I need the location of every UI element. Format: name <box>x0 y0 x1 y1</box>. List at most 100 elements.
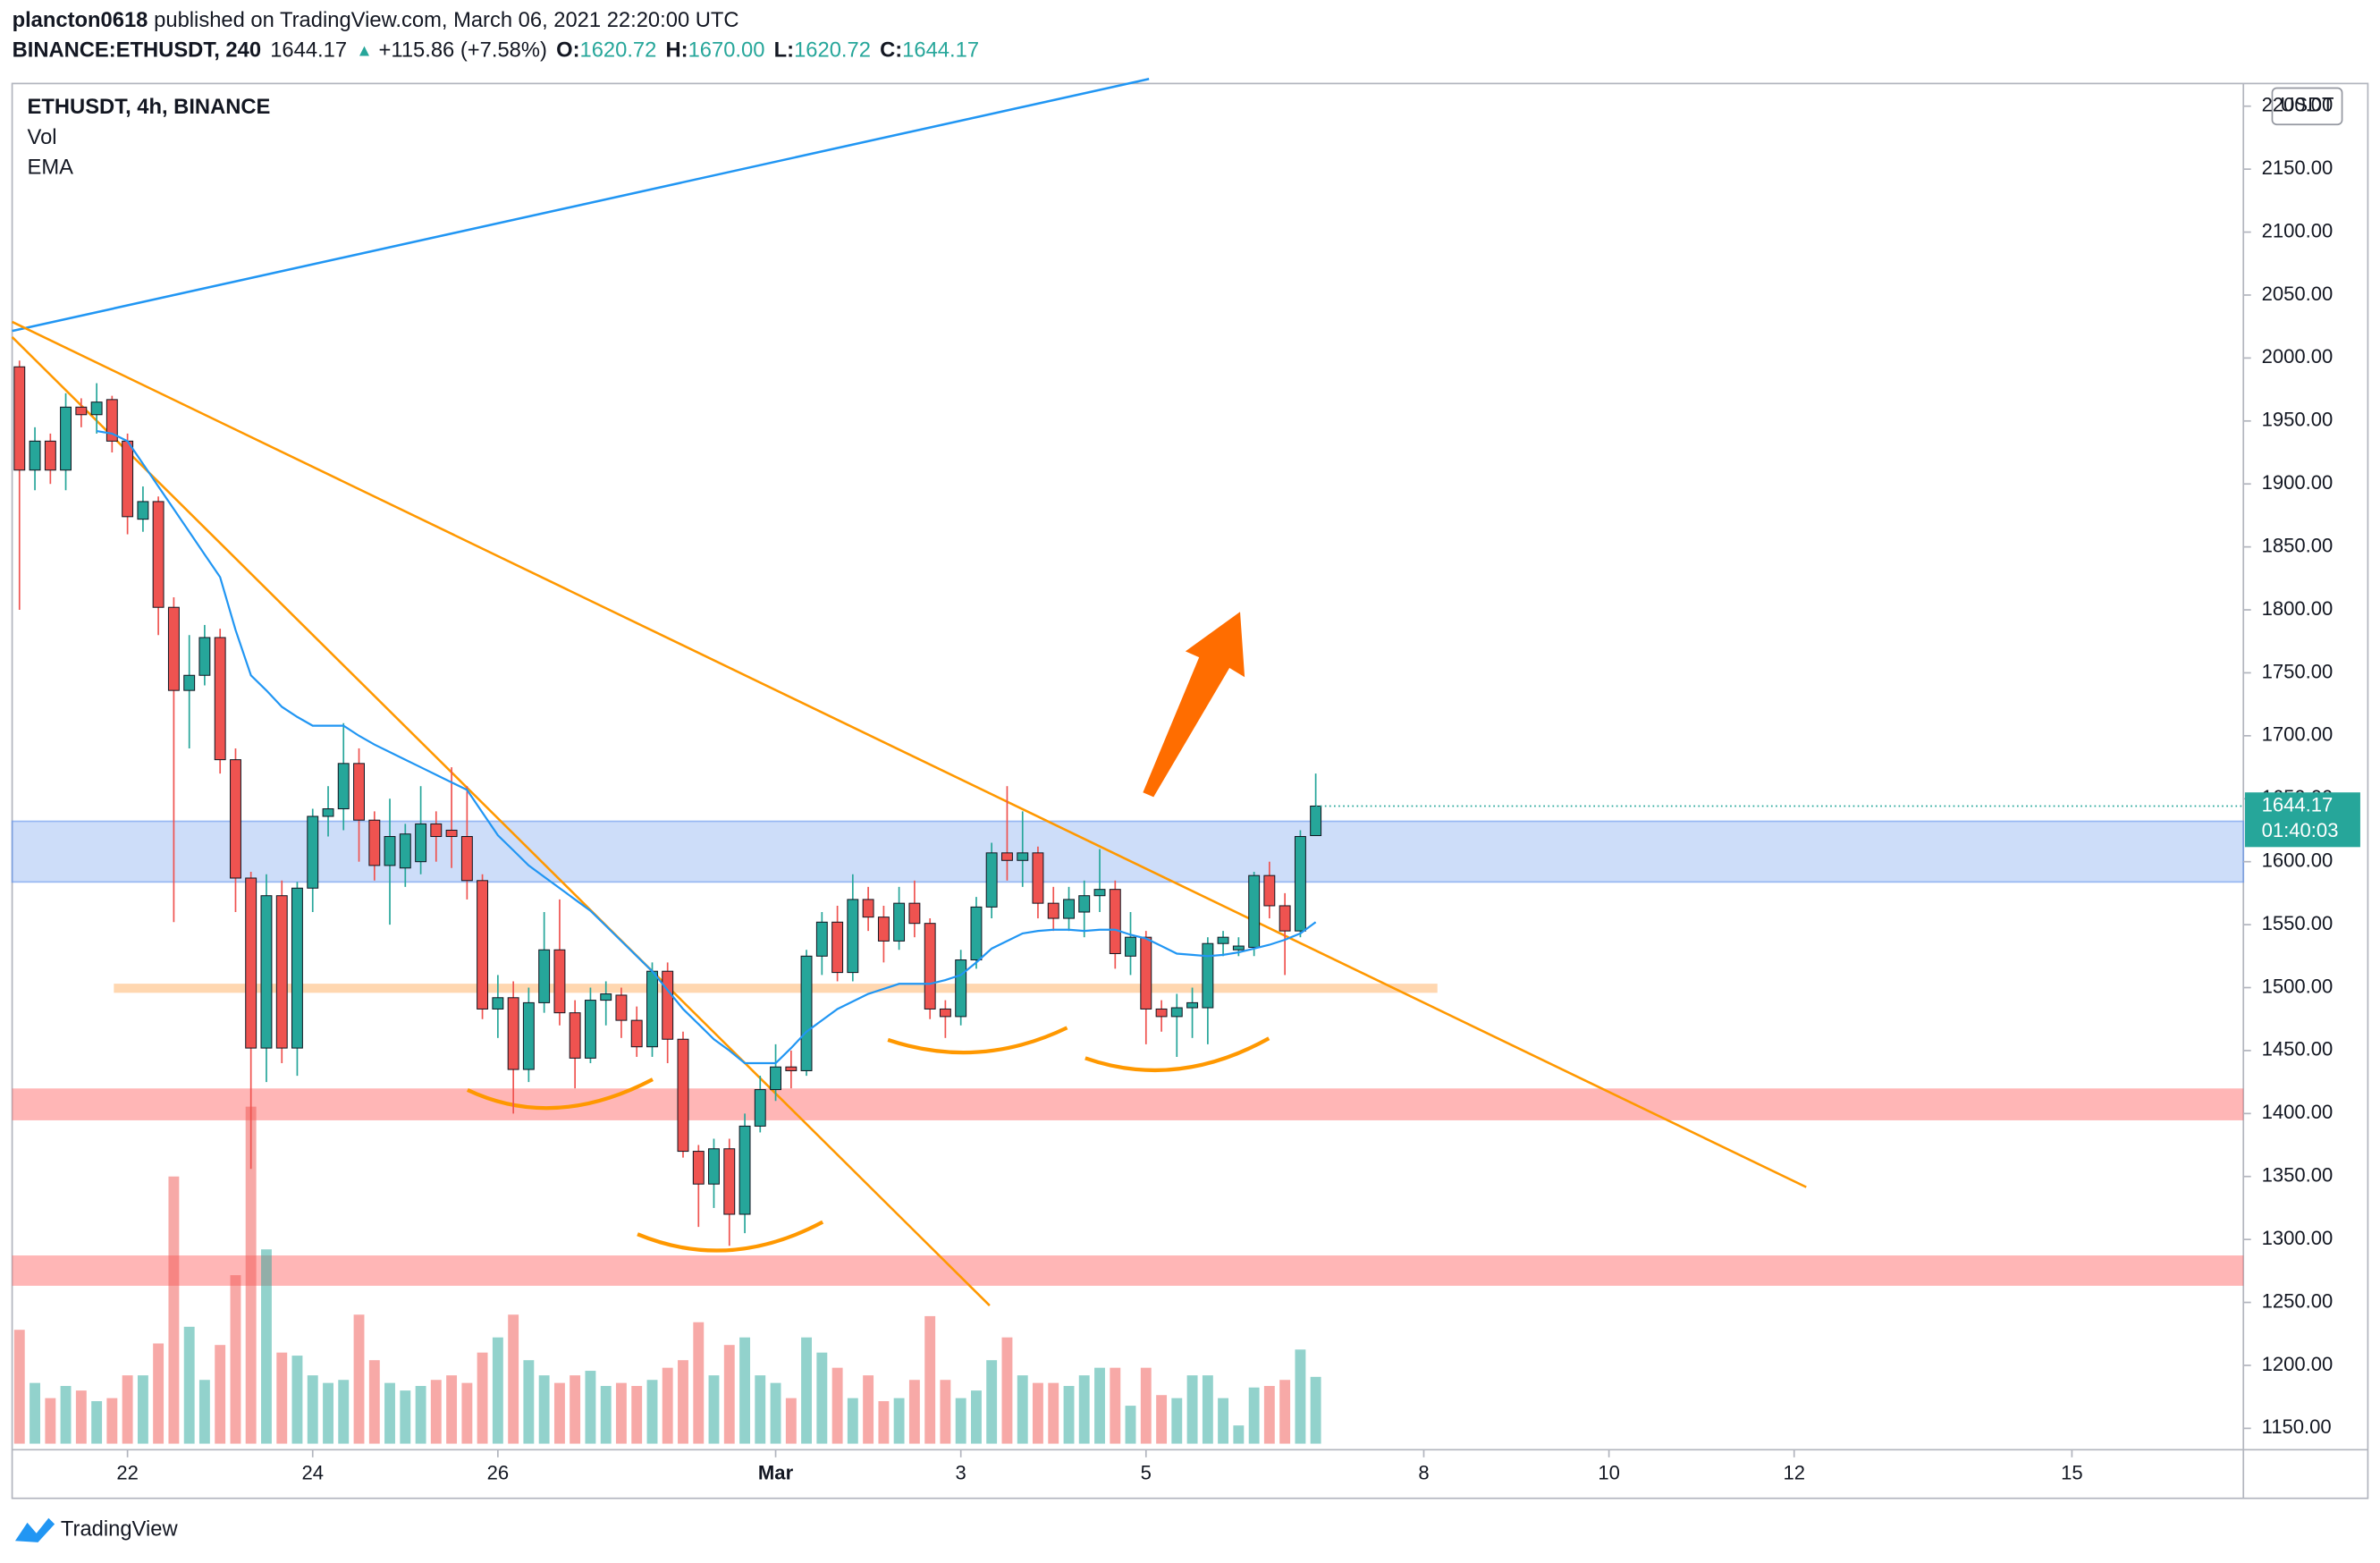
volume-bar <box>585 1371 596 1444</box>
volume-bar <box>230 1275 241 1444</box>
volume-bar <box>1094 1367 1105 1444</box>
candle-body <box>677 1038 689 1153</box>
volume-bar <box>986 1360 998 1444</box>
volume-bar <box>662 1367 673 1444</box>
volume-bar <box>955 1398 966 1444</box>
candle-body <box>29 440 41 471</box>
ohlc-label: C: <box>880 38 902 63</box>
ohlc-label: O: <box>556 38 579 63</box>
candle-body <box>1310 805 1322 837</box>
volume-bar <box>122 1375 133 1444</box>
candle-body <box>167 606 180 691</box>
volume-bar <box>631 1386 643 1444</box>
candle-body <box>1001 852 1013 861</box>
volume-bar <box>245 1106 257 1444</box>
ohlc-value: 1620.72 <box>794 38 871 63</box>
volume-bar <box>801 1337 812 1444</box>
candle-body <box>214 637 226 761</box>
candle-body <box>893 902 906 942</box>
y-tick-label: 1800.00 <box>2262 597 2334 620</box>
x-tick-label: 8 <box>1418 1461 1429 1483</box>
candle-body <box>90 401 103 416</box>
y-tick-label: 1750.00 <box>2262 660 2334 682</box>
y-tick-label: 1950.00 <box>2262 409 2334 431</box>
y-tick-label: 2000.00 <box>2262 345 2334 368</box>
candle-body <box>105 399 118 442</box>
volume-bar <box>693 1322 705 1444</box>
volume-bar <box>816 1352 828 1444</box>
x-tick-label: Mar <box>758 1461 794 1483</box>
last-price-label: 1644.17 <box>2262 793 2334 815</box>
y-tick-label: 1250.00 <box>2262 1289 2334 1312</box>
candle-body <box>1109 889 1121 954</box>
candle-body <box>692 1151 705 1185</box>
countdown: 01:40:03 <box>2262 819 2339 841</box>
candle-body <box>1078 895 1091 913</box>
candle-body <box>415 823 427 863</box>
volume-bar <box>106 1398 118 1444</box>
volume-bar <box>446 1375 458 1444</box>
volume-bar <box>45 1398 56 1444</box>
x-tick-label: 3 <box>956 1461 966 1483</box>
volume-bar <box>708 1375 720 1444</box>
candle-body <box>477 880 489 1010</box>
candle-body <box>245 877 257 1049</box>
candle-body <box>1248 874 1261 948</box>
volume-bar <box>553 1382 565 1444</box>
volume-bar <box>261 1249 272 1444</box>
volume-bar <box>60 1386 72 1444</box>
candle-body <box>1217 936 1229 944</box>
candle-body <box>137 501 149 520</box>
candle-body <box>1279 905 1291 932</box>
candle-body <box>522 1001 535 1070</box>
arc <box>466 1077 654 1111</box>
brand-logo <box>14 1517 55 1542</box>
trend-line <box>12 320 1807 1188</box>
candle-body <box>1155 1008 1168 1018</box>
volume-bar <box>307 1375 318 1444</box>
volume-bar <box>755 1375 766 1444</box>
volume-bar <box>863 1375 874 1444</box>
candle-body <box>1093 889 1106 897</box>
volume-bar <box>831 1367 843 1444</box>
volume-bar <box>384 1382 395 1444</box>
y-tick-label: 1850.00 <box>2262 534 2334 556</box>
candle-body <box>708 1148 720 1185</box>
support-zone <box>12 1088 2244 1120</box>
ohlc-value: 1620.72 <box>579 38 656 63</box>
volume-bar <box>1202 1375 1213 1444</box>
candle-body <box>646 970 658 1048</box>
y-tick-label: 2150.00 <box>2262 156 2334 179</box>
trend-line <box>11 336 991 1306</box>
volume-bar <box>338 1380 350 1444</box>
x-tick-label: 22 <box>116 1461 139 1483</box>
volume-bar <box>153 1343 165 1444</box>
volume-bar <box>615 1382 627 1444</box>
volume-bar <box>847 1398 858 1444</box>
unit-box[interactable] <box>2271 87 2343 126</box>
ohlc-value: 1644.17 <box>902 38 979 63</box>
volume-bar <box>291 1356 303 1444</box>
x-tick-label: 10 <box>1598 1461 1620 1483</box>
y-tick-label: 2200.00 <box>2262 94 2334 116</box>
legend-title: ETHUSDT, 4h, BINANCE <box>28 95 271 119</box>
volume-bar <box>1171 1398 1183 1444</box>
candle-body <box>1125 936 1136 957</box>
candle-body <box>908 902 921 925</box>
chart-frame <box>11 82 2369 1500</box>
volume-bar <box>1156 1395 1168 1444</box>
unit-label[interactable]: USDT <box>2280 94 2334 116</box>
y-tick-label: 2050.00 <box>2262 283 2334 305</box>
candle-body <box>615 994 628 1021</box>
candle-body <box>847 899 859 974</box>
volume-bar <box>1218 1398 1229 1444</box>
arc <box>887 1026 1068 1055</box>
candle-body <box>353 763 365 821</box>
volume-bar <box>75 1390 87 1444</box>
volume-bar <box>1186 1375 1198 1444</box>
candle-body <box>1140 936 1152 1010</box>
candle-body <box>862 899 874 918</box>
up-arrow <box>1143 612 1245 798</box>
candle-body <box>198 637 211 676</box>
volume-bar <box>1063 1386 1075 1444</box>
